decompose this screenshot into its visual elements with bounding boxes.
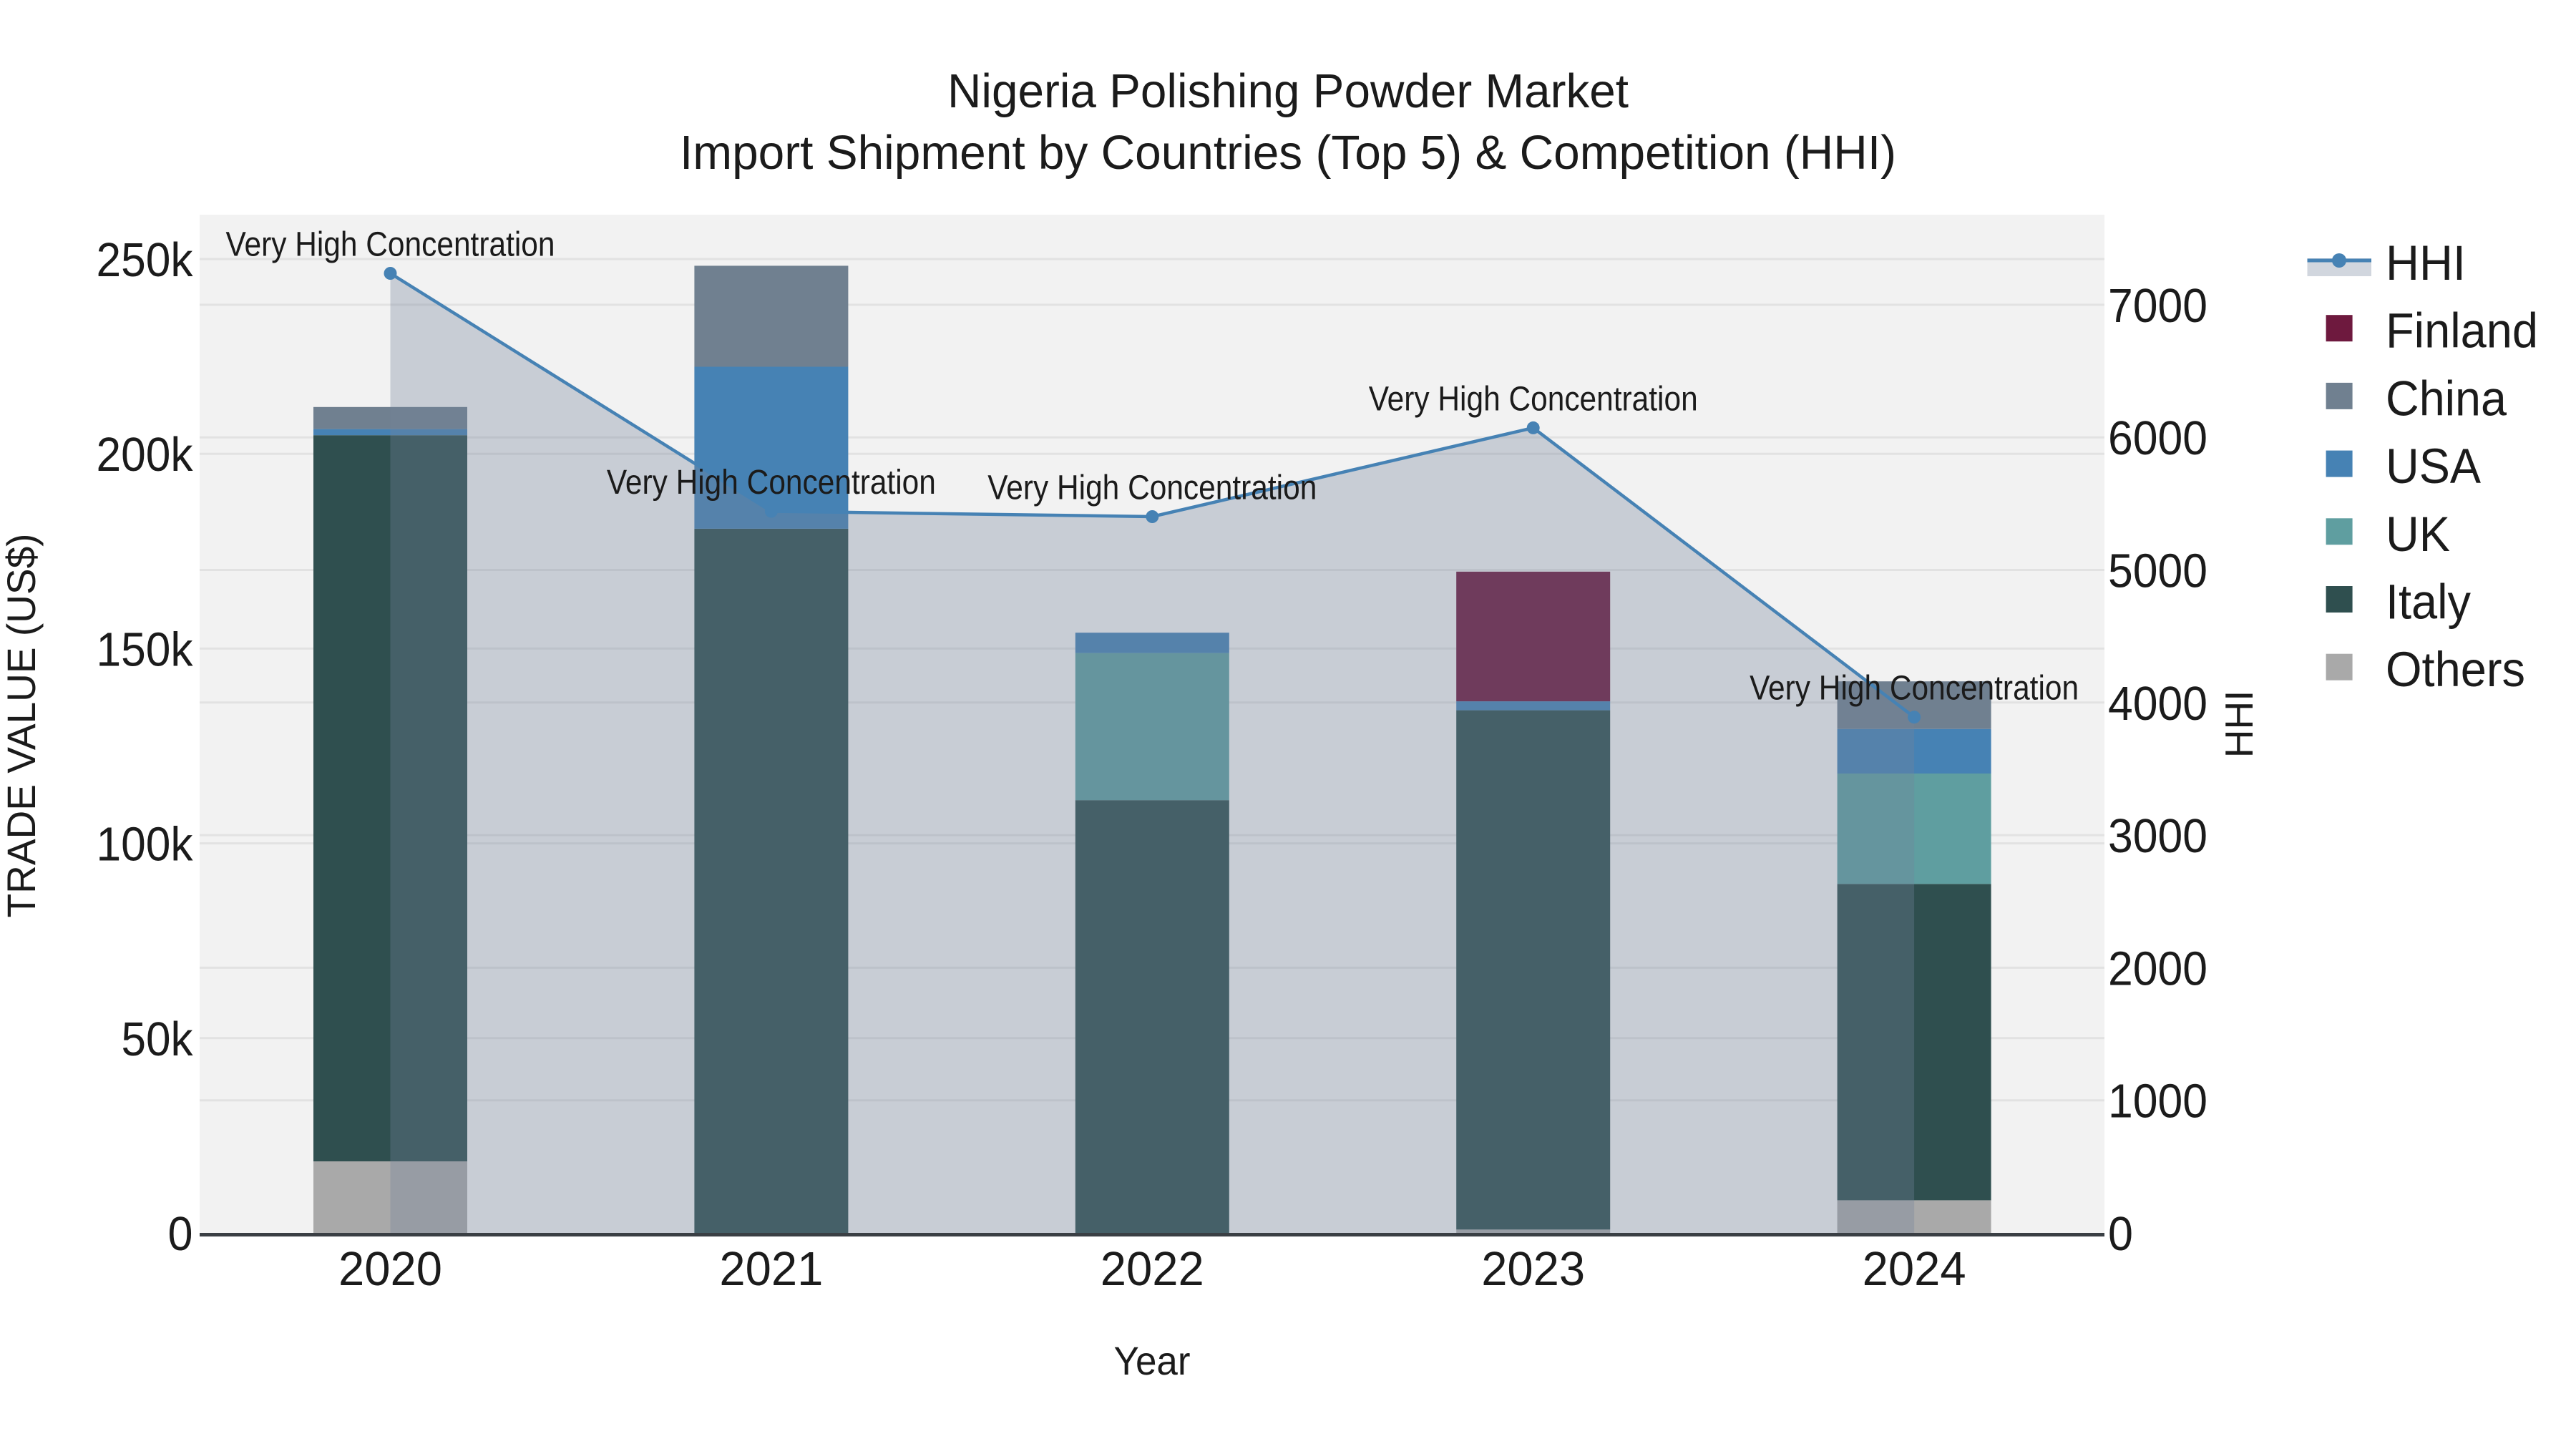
svg-text:0: 0 — [2108, 1207, 2133, 1261]
svg-text:50k: 50k — [122, 1013, 193, 1066]
svg-text:Italy: Italy — [2386, 575, 2471, 630]
svg-text:China: China — [2386, 371, 2507, 426]
svg-text:Others: Others — [2386, 642, 2525, 697]
svg-text:Import Shipment by Countries (: Import Shipment by Countries (Top 5) & C… — [680, 126, 1896, 180]
svg-text:1000: 1000 — [2108, 1075, 2207, 1128]
svg-text:Very High Concentration: Very High Concentration — [607, 464, 936, 502]
svg-text:USA: USA — [2386, 439, 2481, 494]
svg-text:2020: 2020 — [338, 1242, 442, 1296]
svg-text:Very High Concentration: Very High Concentration — [1750, 670, 2079, 708]
svg-text:7000: 7000 — [2108, 279, 2207, 333]
svg-text:UK: UK — [2386, 507, 2450, 562]
svg-text:Very High Concentration: Very High Concentration — [226, 226, 555, 264]
svg-text:0: 0 — [168, 1207, 193, 1261]
svg-text:200k: 200k — [97, 428, 193, 482]
svg-text:HHI: HHI — [2217, 691, 2261, 758]
svg-text:4000: 4000 — [2108, 677, 2207, 731]
svg-text:5000: 5000 — [2108, 545, 2207, 598]
svg-text:Nigeria Polishing Powder Marke: Nigeria Polishing Powder Market — [947, 64, 1629, 118]
svg-text:2023: 2023 — [1481, 1242, 1585, 1296]
svg-text:HHI: HHI — [2386, 235, 2466, 291]
svg-text:Very High Concentration: Very High Concentration — [987, 469, 1317, 507]
svg-text:Very High Concentration: Very High Concentration — [1369, 380, 1698, 418]
svg-text:Finland: Finland — [2386, 303, 2538, 358]
svg-text:150k: 150k — [97, 623, 193, 676]
svg-text:Year: Year — [1114, 1338, 1191, 1383]
svg-text:2021: 2021 — [719, 1242, 823, 1296]
svg-text:100k: 100k — [97, 818, 193, 872]
svg-text:250k: 250k — [97, 233, 193, 287]
svg-text:2022: 2022 — [1101, 1242, 1204, 1296]
svg-text:3000: 3000 — [2108, 809, 2207, 863]
svg-text:2024: 2024 — [1863, 1242, 1966, 1296]
svg-text:6000: 6000 — [2108, 411, 2207, 465]
svg-text:TRADE VALUE (US$): TRADE VALUE (US$) — [0, 534, 44, 918]
svg-text:2000: 2000 — [2108, 942, 2207, 995]
